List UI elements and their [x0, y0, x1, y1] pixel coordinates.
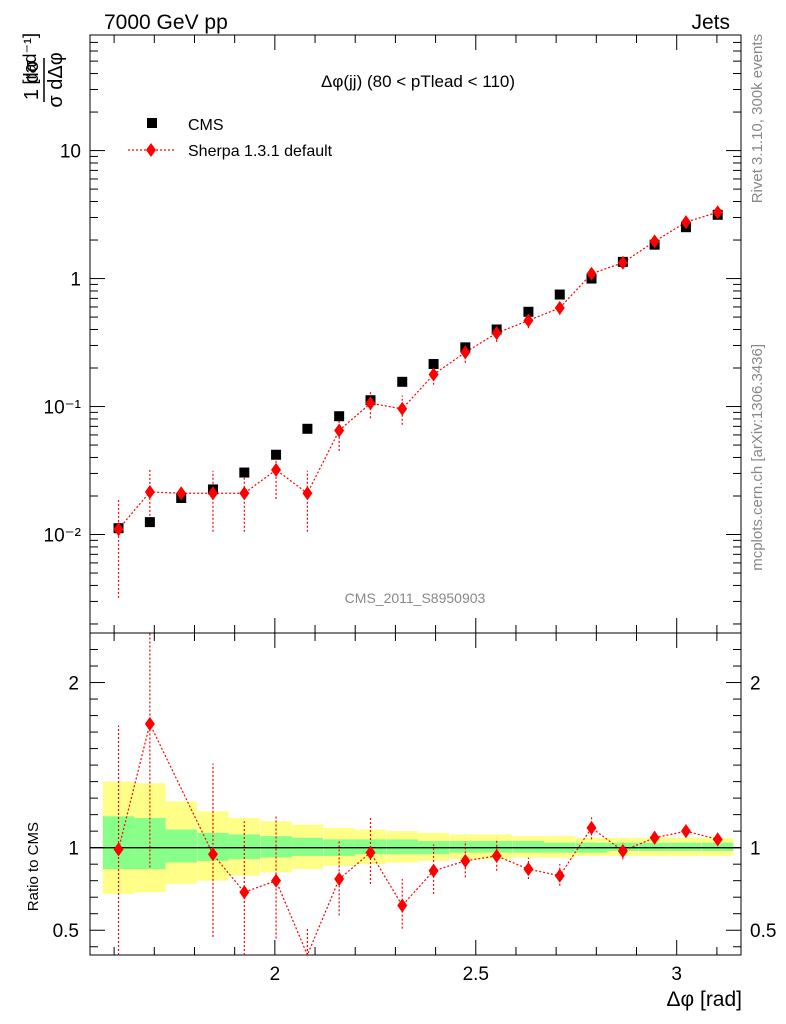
- main-ytick-label: 1: [70, 270, 81, 291]
- analysis-watermark: CMS_2011_S8950903: [345, 590, 486, 606]
- main-ytick-label: 10: [60, 142, 81, 163]
- legend-sherpa-marker: [146, 143, 156, 157]
- ratio-ytick-label-right: 0.5: [750, 921, 776, 942]
- ratio-sherpa-point: [649, 830, 660, 845]
- main-ticks: [90, 34, 741, 633]
- sherpa-point: [586, 266, 597, 281]
- main-ytick-label: 10⁻¹: [44, 398, 82, 419]
- ratio-sherpa-point: [680, 824, 691, 839]
- sherpa-point: [397, 401, 408, 416]
- legend: CMS Sherpa 1.3.1 default: [128, 117, 333, 160]
- ratio-ytick-label-right: 2: [750, 674, 761, 695]
- ratio-ylabel: Ratio to CMS: [25, 822, 42, 911]
- ratio-band-inner: [512, 841, 545, 853]
- ratio-band-inner: [638, 842, 671, 851]
- sherpa-point: [302, 486, 313, 501]
- main-title: Δφ(jj) (80 < pTlead < 110): [321, 72, 515, 91]
- sherpa-point: [207, 486, 218, 501]
- ratio-sherpa-point: [712, 832, 723, 847]
- sherpa-point: [617, 255, 628, 270]
- main-data: [113, 205, 723, 598]
- ratio-ytick-label: 2: [68, 674, 79, 695]
- sherpa-point: [523, 313, 534, 328]
- cms-point: [554, 289, 565, 300]
- ratio-data: [113, 633, 723, 957]
- sherpa-point: [460, 345, 471, 360]
- sherpa-point: [712, 205, 723, 220]
- ratio-sherpa-point: [397, 898, 408, 913]
- ratio-sherpa-point: [491, 848, 502, 863]
- sherpa-point: [428, 367, 439, 382]
- ratio-ytick-label: 0.5: [53, 921, 79, 942]
- cms-point: [144, 517, 155, 528]
- main-ylabel: 1 dσ σ dΔφ [rad⁻¹]: [20, 33, 67, 108]
- ratio-sherpa-point: [113, 842, 124, 857]
- legend-sherpa-label: Sherpa 1.3.1 default: [188, 143, 333, 160]
- legend-cms-label: CMS: [188, 117, 224, 134]
- cms-point: [428, 358, 439, 369]
- sherpa-point: [365, 396, 376, 411]
- ratio-sherpa-point: [586, 820, 597, 835]
- x-axis-title: Δφ [rad]: [667, 988, 743, 1011]
- sherpa-point: [649, 234, 660, 249]
- ratio-bands: [90, 781, 741, 894]
- mcplots-label: mcplots.cern.ch [arXiv:1306.3436]: [749, 344, 766, 571]
- ratio-band-inner: [165, 829, 197, 863]
- sherpa-point: [680, 215, 691, 230]
- sherpa-point: [144, 484, 155, 499]
- main-ylabel-unit: [rad⁻¹]: [20, 33, 40, 85]
- ratio-band-inner: [670, 842, 702, 851]
- cms-point: [397, 376, 408, 387]
- ratio-sherpa-point: [617, 843, 628, 858]
- ratio-sherpa-point: [334, 872, 345, 887]
- ratio-ticks: 0.5 0.5 1 1 2 2 2 2.5 3: [53, 633, 776, 985]
- ratio-sherpa-point: [365, 845, 376, 860]
- cms-point: [334, 411, 345, 422]
- ratio-sherpa-point: [271, 873, 282, 888]
- ratio-sherpa-point: [523, 862, 534, 877]
- ratio-sherpa-point: [239, 885, 250, 900]
- header-right: Jets: [691, 11, 730, 34]
- xtick-label: 2: [270, 964, 281, 985]
- svg-text:1 dσ: 1 dσ: [21, 59, 43, 100]
- cms-point: [239, 467, 250, 478]
- ratio-sherpa-point: [144, 716, 155, 731]
- xtick-label: 2.5: [463, 964, 489, 985]
- sherpa-point: [491, 326, 502, 341]
- ratio-sherpa-point: [207, 847, 218, 862]
- ratio-band-inner: [702, 842, 734, 851]
- rivet-label: Rivet 3.1.10, 300k events: [749, 34, 766, 203]
- ratio-band-inner: [481, 841, 513, 853]
- sherpa-point: [113, 522, 124, 537]
- ratio-band-inner: [260, 836, 292, 858]
- sherpa-point: [271, 462, 282, 477]
- main-ytick-label: 10⁻²: [44, 526, 82, 547]
- ratio-ytick-label: 1: [68, 839, 79, 860]
- cms-point: [302, 423, 313, 434]
- sherpa-point: [176, 486, 187, 501]
- ratio-band-inner: [291, 837, 324, 856]
- ratio-ytick-label-right: 1: [750, 839, 761, 860]
- sherpa-point: [239, 486, 250, 501]
- ratio-sherpa-point: [428, 863, 439, 878]
- cms-point: [523, 306, 534, 317]
- cms-point: [271, 449, 282, 460]
- sherpa-line: [118, 211, 718, 530]
- xtick-label: 3: [671, 964, 682, 985]
- sherpa-point: [334, 423, 345, 438]
- ratio-band-inner: [449, 841, 482, 853]
- main-ytick-labels: 10⁻² 10⁻¹ 1 10: [44, 142, 82, 547]
- ratio-band-inner: [386, 839, 418, 855]
- legend-cms-marker: [147, 118, 157, 128]
- ratio-sherpa-point: [554, 868, 565, 883]
- ratio-plot-frame: [89, 632, 742, 956]
- ratio-sherpa-point: [460, 853, 471, 868]
- sherpa-point: [554, 300, 565, 315]
- svg-text:σ dΔφ: σ dΔφ: [45, 52, 67, 107]
- header-left: 7000 GeV pp: [104, 11, 228, 34]
